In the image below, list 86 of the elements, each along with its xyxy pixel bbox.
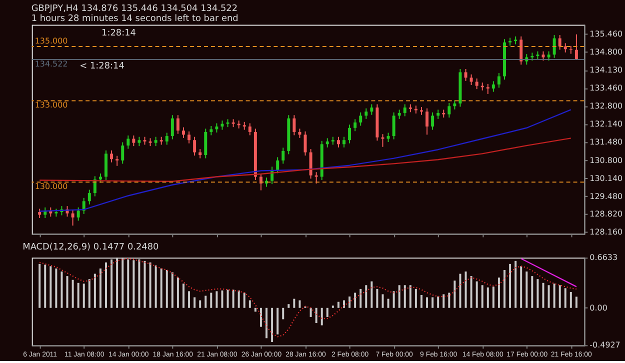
candlestick — [326, 138, 329, 148]
candlestick — [121, 142, 124, 164]
candlestick — [552, 34, 556, 58]
candlestick — [188, 130, 191, 144]
candlestick — [204, 128, 208, 159]
candlestick — [116, 155, 119, 166]
candlestick — [215, 122, 218, 134]
candlestick — [558, 34, 562, 50]
candlestick — [392, 112, 396, 140]
candlestick — [193, 136, 196, 156]
candlestick — [336, 136, 340, 148]
candlestick — [475, 78, 478, 90]
candlestick — [165, 132, 168, 146]
y-tick-label: 129.480 — [590, 192, 623, 201]
candlestick — [126, 134, 130, 150]
y-tick-label: 131.480 — [590, 137, 623, 146]
candlestick — [76, 206, 80, 222]
chart-subtitle: 1 hours 28 minutes 14 seconds left to bar end — [31, 14, 238, 24]
candlestick — [520, 36, 523, 66]
y-tick-label: 128.160 — [590, 228, 623, 237]
candlestick — [276, 156, 280, 174]
y-tick-label: 133.460 — [590, 84, 623, 93]
candlestick — [104, 150, 108, 180]
line-series — [38, 138, 572, 182]
ref-line-label: 135.000 — [34, 36, 68, 46]
candlestick — [403, 104, 406, 117]
candlestick — [431, 112, 434, 130]
candlestick — [154, 136, 158, 147]
candlestick — [542, 50, 545, 62]
candlestick — [359, 112, 362, 126]
y-tick-label: -0.4927 — [590, 340, 620, 350]
candlestick — [574, 34, 578, 60]
candlestick — [354, 118, 357, 132]
y-tick-label: 132.800 — [590, 102, 623, 111]
candlestick — [38, 208, 42, 218]
chart-title: MACD(12,26,9) 0.1477 0.2480 — [22, 242, 160, 253]
candlestick — [448, 102, 451, 118]
candlestick — [364, 108, 368, 120]
y-tick-label: 134.800 — [590, 47, 623, 56]
y-tick-label: 128.820 — [590, 210, 623, 219]
candlestick — [292, 114, 296, 136]
annotation: 1:28:14 — [102, 28, 136, 39]
candlestick — [220, 120, 224, 130]
candlestick — [198, 148, 202, 159]
candlestick — [453, 100, 456, 110]
y-tick-label: 130.800 — [590, 156, 623, 165]
candlestick — [88, 189, 91, 205]
candlestick — [298, 128, 302, 138]
candlestick — [497, 72, 500, 88]
candlestick — [569, 45, 572, 54]
candlestick — [348, 124, 352, 144]
line-series — [38, 258, 578, 338]
candlestick — [138, 136, 141, 147]
y-tick-label: 0.6633 — [590, 253, 618, 262]
candlestick — [436, 109, 440, 120]
candlestick — [309, 148, 312, 180]
candlestick — [170, 114, 174, 140]
candlestick — [132, 134, 136, 147]
candlestick — [492, 80, 495, 92]
candlestick — [182, 126, 185, 138]
ref-line-label: 133.000 — [34, 100, 68, 110]
ref-line-label: 130.000 — [34, 182, 68, 192]
candlestick — [386, 132, 390, 143]
candlestick — [248, 122, 252, 136]
y-tick-label: 135.460 — [590, 29, 623, 38]
candlestick — [210, 125, 213, 136]
candlestick — [342, 136, 346, 148]
candlestick — [370, 104, 374, 116]
candlestick — [470, 74, 473, 86]
candlestick — [547, 50, 550, 62]
candlestick — [110, 150, 114, 163]
chart-title: GBPJPY,H4 134.876 135.446 134.504 134.522 — [31, 4, 238, 14]
y-tick-label: 0.00 — [590, 303, 608, 312]
candlestick — [398, 109, 401, 120]
candlestick — [464, 68, 468, 82]
candlestick — [486, 83, 490, 94]
candlestick — [71, 210, 74, 226]
annotation: < 1:28:14 — [80, 61, 125, 72]
candlestick — [564, 42, 567, 53]
candlestick — [426, 108, 429, 136]
ref-line-label: 134.522 — [34, 59, 68, 68]
candlestick — [282, 147, 285, 164]
y-tick-label: 130.140 — [590, 174, 623, 183]
y-tick-label: 132.140 — [590, 120, 623, 129]
candlestick — [176, 114, 180, 134]
y-tick-label: 134.130 — [590, 66, 623, 75]
